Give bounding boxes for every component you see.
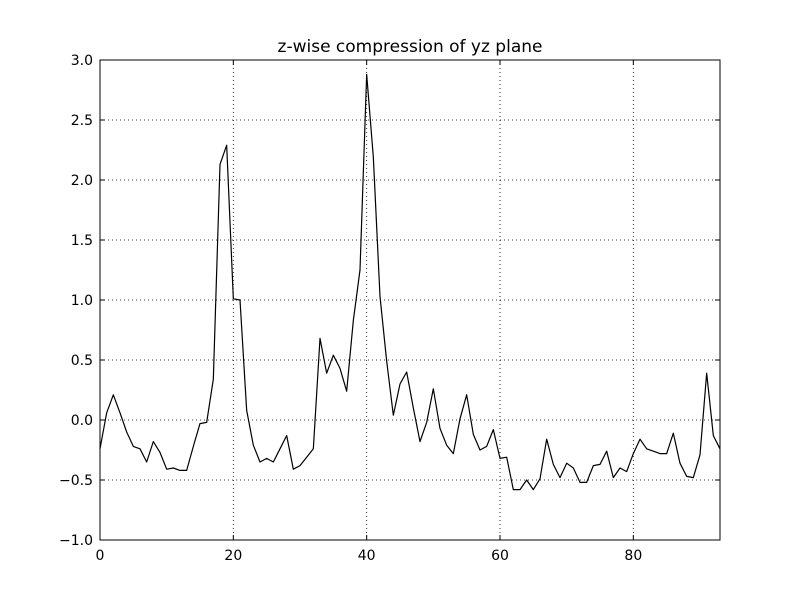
chart-title: z-wise compression of yz plane — [278, 37, 543, 57]
x-tick-label: 80 — [624, 548, 642, 564]
y-tick-label: 1.0 — [71, 293, 93, 309]
grid-lines — [100, 60, 720, 540]
y-tick-label: 1.5 — [71, 233, 93, 249]
series-layer — [99, 73, 721, 491]
series-line — [99, 73, 721, 491]
y-tick-label: 2.5 — [71, 113, 93, 129]
axis-ticks — [99, 59, 720, 541]
x-tick-label: 20 — [224, 548, 242, 564]
x-tick-label: 0 — [96, 548, 105, 564]
x-tick-label: 40 — [358, 548, 376, 564]
x-tick-label: 60 — [491, 548, 509, 564]
y-tick-label: 2.0 — [71, 173, 93, 189]
y-tick-label: 0.5 — [71, 353, 93, 369]
y-tick-labels: −1.0 −0.5 0.0 0.5 1.0 1.5 2.0 2.5 3.0 — [59, 53, 93, 549]
y-tick-label: −0.5 — [59, 473, 93, 489]
y-tick-label: 0.0 — [71, 413, 93, 429]
y-tick-label: 3.0 — [71, 53, 93, 69]
x-tick-labels: 0 20 40 60 80 — [96, 548, 643, 564]
y-tick-label: −1.0 — [59, 533, 93, 549]
